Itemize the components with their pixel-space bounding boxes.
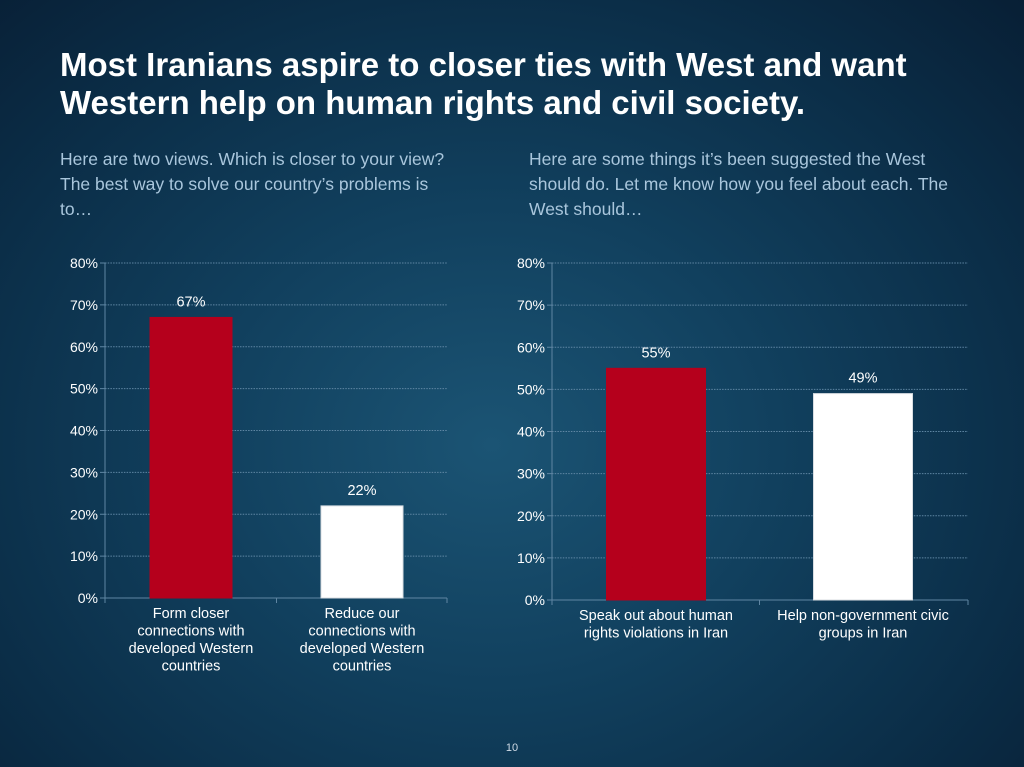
chart1-y-tick-label: 70% <box>70 297 98 313</box>
chart2-y-tick-label: 10% <box>517 550 545 566</box>
chart1-y-tick-label: 80% <box>70 255 98 271</box>
chart2-category-label: Help non-government civic groups in Iran <box>777 608 949 642</box>
chart1-y-tick-label: 60% <box>70 339 98 355</box>
chart1-y-tick-label: 10% <box>70 548 98 564</box>
chart2-category-label: Speak out about human rights violations i… <box>579 608 733 642</box>
chart1-y-tick-label: 20% <box>70 506 98 522</box>
chart2-y-tick-label: 20% <box>517 508 545 524</box>
chart1-y-tick-label: 0% <box>78 590 98 606</box>
chart2-y-tick-label: 70% <box>517 297 545 313</box>
right-chart-question: Here are some things it’s been suggested… <box>529 149 948 219</box>
right-bar-chart: 0% 10% 20% 30% 40% 50% 60% 70% 80% 55% Speak out a… <box>517 255 969 642</box>
chart2-bar <box>606 367 706 601</box>
left-bar-chart: 0% 10% 20% 30% 40% 50% 60% 70% 80% 67% Form closer… <box>70 255 448 675</box>
chart1-bar <box>320 505 404 599</box>
left-chart-question: Here are two views. Which is closer to y… <box>60 149 445 219</box>
chart1-y-tick-label: 40% <box>70 423 98 439</box>
chart2-y-tick-label: 50% <box>517 381 545 397</box>
chart1-bar <box>149 316 233 599</box>
chart2-y-tick-label: 0% <box>525 592 545 608</box>
chart2-y-tick-label: 80% <box>517 255 545 271</box>
chart2-data-label: 55% <box>641 345 670 361</box>
chart1-data-label: 22% <box>347 483 376 499</box>
chart2-y-tick-label: 40% <box>517 424 545 440</box>
chart1-y-tick-label: 50% <box>70 381 98 397</box>
slide-title: Most Iranians aspire to closer ties with… <box>60 46 907 121</box>
chart2-bar <box>813 393 913 601</box>
chart1-y-tick-label: 30% <box>70 464 98 480</box>
chart2-y-tick-label: 60% <box>517 339 545 355</box>
page-number: 10 <box>505 742 519 754</box>
chart1-category-label: Form closer connections with developed Wes… <box>129 606 254 675</box>
chart1-category-label: Reduce our connections with developed West… <box>300 606 425 675</box>
chart1-data-label: 67% <box>176 294 205 310</box>
chart2-data-label: 49% <box>848 371 877 387</box>
chart2-y-tick-label: 30% <box>517 466 545 482</box>
